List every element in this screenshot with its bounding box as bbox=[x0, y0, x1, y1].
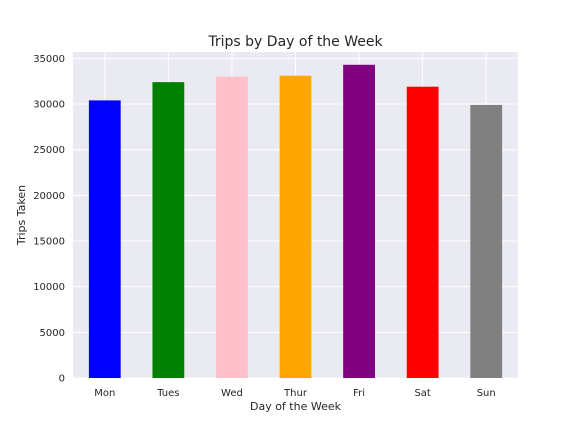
bar-sat bbox=[406, 86, 439, 378]
bar-fri bbox=[343, 64, 375, 379]
bar-tues bbox=[152, 82, 185, 378]
x-tick-label: Sun bbox=[477, 388, 496, 399]
bars bbox=[88, 64, 503, 379]
y-tick-label: 20000 bbox=[33, 191, 65, 202]
y-tick-label: 10000 bbox=[33, 282, 65, 293]
y-tick-label: 0 bbox=[59, 374, 65, 385]
y-tick-labels: 0 5000 10000 15000 20000 25000 30000 35000 bbox=[33, 54, 65, 385]
x-tick-label: Fri bbox=[353, 388, 365, 399]
x-tick-label: Thur bbox=[283, 388, 308, 399]
bar-wed bbox=[216, 76, 248, 379]
y-axis-label: Trips Taken bbox=[15, 185, 28, 246]
y-tick-label: 15000 bbox=[33, 237, 65, 248]
x-tick-labels: Mon Tues Wed Thur Fri Sat Sun bbox=[94, 388, 495, 399]
chart-title: Trips by Day of the Week bbox=[207, 34, 383, 50]
bar-sun bbox=[470, 104, 503, 378]
y-tick-label: 25000 bbox=[33, 145, 65, 156]
bar-thur bbox=[279, 75, 312, 378]
x-tick-label: Sat bbox=[414, 388, 430, 399]
x-axis-label: Day of the Week bbox=[250, 400, 342, 413]
y-tick-label: 5000 bbox=[40, 328, 65, 339]
x-tick-label: Mon bbox=[94, 388, 115, 399]
bar-mon bbox=[88, 100, 121, 378]
y-tick-label: 30000 bbox=[33, 100, 65, 111]
x-tick-label: Wed bbox=[221, 388, 243, 399]
y-tick-label: 35000 bbox=[33, 54, 65, 65]
x-tick-label: Tues bbox=[156, 388, 179, 399]
